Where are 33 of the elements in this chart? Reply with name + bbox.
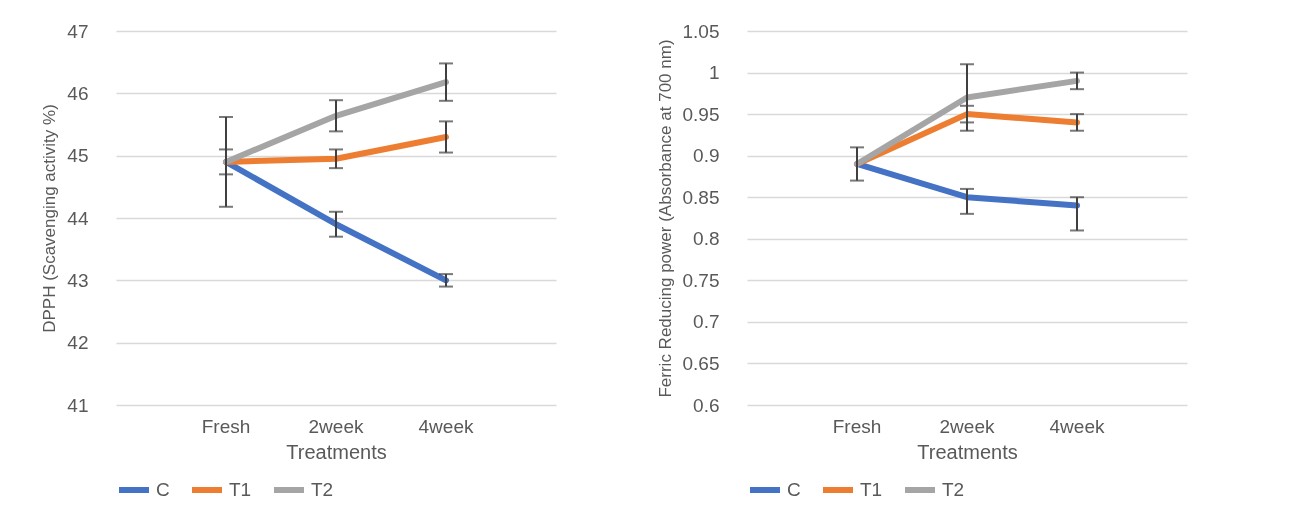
x-tick-label: Fresh [832,415,882,437]
y-tick-label: 0.85 [682,186,720,208]
y-tick-label: 0.65 [682,352,720,374]
y-tick-label: 1 [708,62,720,84]
legend-label: C [156,479,170,500]
y-axis-title: Ferric Reducing power (Absorbance at 700 nm) [655,39,675,398]
y-tick-label: 0.8 [693,228,720,250]
y-tick-label: 41 [67,394,89,416]
x-tick-label: Fresh [201,415,251,437]
y-tick-label: 44 [67,207,89,229]
y-tick-label: 1.05 [682,20,720,42]
y-tick-label: 45 [67,145,89,167]
x-tick-label: 4week [418,415,474,437]
y-tick-label: 0.95 [682,103,720,125]
y-tick-label: 47 [67,20,89,42]
x-axis-title: Treatments [917,440,1018,463]
y-tick-label: 46 [67,82,89,104]
x-tick-label: 2week [308,415,364,437]
y-tick-label: 0.75 [682,269,720,291]
legend-label: T1 [229,479,252,500]
legend-label: T2 [311,479,334,500]
x-tick-label: 2week [939,415,995,437]
y-tick-label: 0.6 [693,394,720,416]
y-tick-label: 43 [67,269,89,291]
y-axis-title: DPPH (Scavenging activity %) [40,104,60,333]
y-tick-label: 0.9 [693,145,720,167]
legend-label: T2 [942,479,965,500]
x-axis-title: Treatments [286,440,387,463]
legend-label: T1 [860,479,883,500]
legend-label: C [787,479,801,500]
y-tick-label: 42 [67,332,89,354]
y-tick-label: 0.7 [693,311,720,333]
x-tick-label: 4week [1049,415,1105,437]
